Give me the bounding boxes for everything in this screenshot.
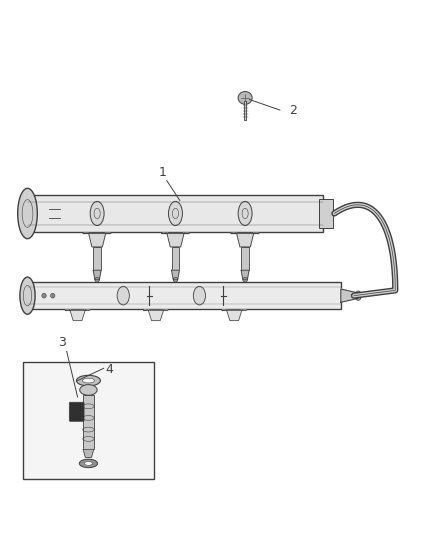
Bar [241,247,249,270]
Ellipse shape [169,201,183,225]
Bar [28,195,323,232]
Text: 4: 4 [106,364,114,376]
Ellipse shape [42,293,46,298]
FancyBboxPatch shape [69,402,84,421]
Polygon shape [231,232,259,247]
Ellipse shape [20,277,35,314]
Text: 3: 3 [58,336,66,349]
Text: 1: 1 [159,166,166,179]
Ellipse shape [77,375,100,386]
Bar [319,199,333,228]
Ellipse shape [90,201,104,225]
Ellipse shape [193,286,205,305]
Polygon shape [144,310,168,320]
Bar [23,362,154,479]
Ellipse shape [117,286,129,305]
Text: 2: 2 [289,103,297,117]
Ellipse shape [85,462,92,465]
Polygon shape [93,270,101,280]
Polygon shape [162,232,189,247]
Ellipse shape [173,277,178,282]
Ellipse shape [82,378,95,383]
Ellipse shape [18,188,37,239]
Polygon shape [83,232,111,247]
Ellipse shape [95,277,99,282]
Ellipse shape [50,293,55,298]
Polygon shape [83,449,94,457]
Polygon shape [222,310,247,320]
Ellipse shape [238,201,252,225]
Ellipse shape [79,459,98,467]
Ellipse shape [243,277,247,282]
Polygon shape [65,310,90,320]
Bar [28,282,341,309]
Ellipse shape [355,291,361,300]
Bar [83,395,94,449]
Bar [93,247,101,270]
Polygon shape [341,289,358,302]
Polygon shape [172,270,180,280]
Ellipse shape [80,385,97,395]
Polygon shape [241,270,249,280]
Ellipse shape [238,92,252,104]
Bar [172,247,180,270]
